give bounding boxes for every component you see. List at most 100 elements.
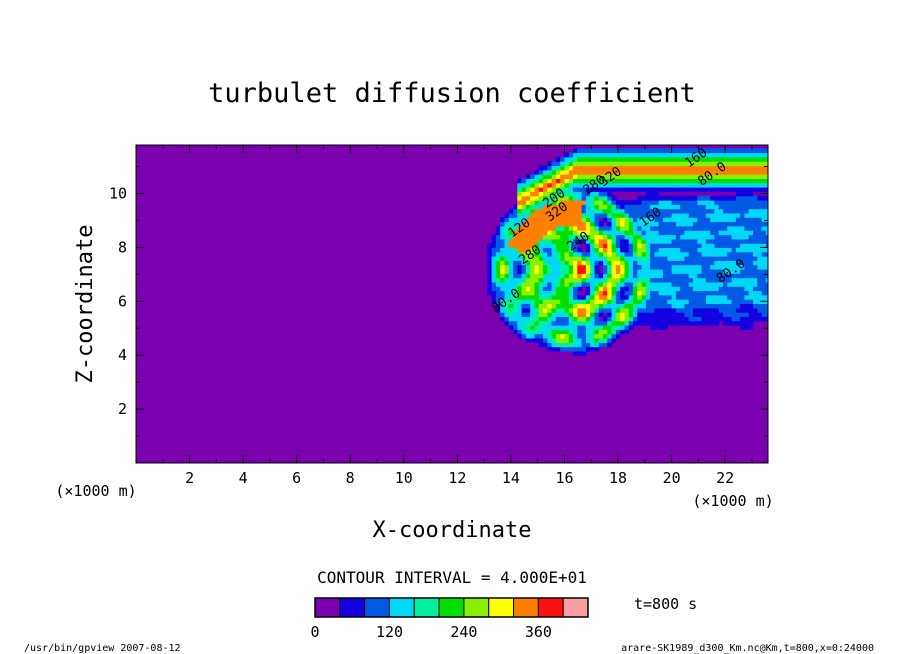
field-cell: [710, 225, 716, 231]
field-cell: [624, 161, 630, 167]
field-cell: [731, 204, 737, 210]
field-cell: [735, 316, 741, 322]
field-cell: [753, 286, 758, 292]
field-cell: [590, 269, 596, 274]
field-cell: [525, 256, 531, 261]
field-cell: [684, 187, 690, 192]
field-cell: [748, 156, 754, 162]
field-cell: [513, 230, 518, 236]
field-cell: [735, 294, 741, 300]
field-cell: [551, 260, 557, 266]
field-cell: [603, 243, 608, 248]
field-cell: [530, 286, 536, 292]
field-cell: [645, 247, 651, 253]
field-cell: [620, 307, 626, 313]
field-cell: [508, 221, 514, 227]
field-cell: [667, 217, 673, 223]
field-cell: [585, 161, 591, 167]
field-cell: [513, 286, 518, 292]
field-cell: [560, 286, 566, 292]
field-cell: [517, 256, 523, 261]
field-cell: [684, 221, 690, 227]
field-cell: [598, 156, 604, 162]
field-cell: [551, 316, 557, 322]
field-cell: [577, 195, 583, 201]
field-cell: [620, 234, 626, 240]
field-cell: [607, 260, 613, 266]
field-cell: [714, 187, 720, 192]
field-cell: [521, 225, 527, 231]
field-cell: [611, 195, 617, 201]
field-cell: [757, 225, 763, 231]
field-cell: [718, 225, 724, 231]
field-cell: [581, 182, 587, 188]
field-cell: [534, 191, 540, 197]
field-cell: [594, 191, 600, 197]
field-cell: [594, 204, 600, 210]
field-cell: [538, 247, 544, 253]
field-cell: [620, 169, 626, 175]
field-cell: [590, 277, 596, 283]
field-cell: [650, 281, 656, 287]
field-cell: [564, 307, 570, 313]
field-cell: [740, 238, 745, 244]
field-cell: [650, 200, 656, 205]
field-cell: [594, 294, 600, 300]
field-cell: [705, 273, 711, 279]
field-cell: [594, 217, 600, 223]
field-cell: [620, 273, 626, 279]
field-cell: [663, 182, 668, 188]
field-cell: [607, 217, 613, 223]
field-cell: [611, 174, 617, 179]
field-cell: [607, 312, 613, 317]
field-cell: [517, 200, 523, 205]
field-cell: [761, 225, 767, 231]
field-cell: [765, 221, 768, 227]
field-cell: [491, 238, 497, 244]
field-cell: [663, 281, 668, 287]
field-cell: [521, 307, 527, 313]
field-cell: [551, 191, 557, 197]
field-cell: [701, 286, 707, 292]
field-cell: [513, 251, 518, 257]
field-cell: [744, 273, 750, 279]
field-cell: [491, 256, 497, 261]
field-cell: [547, 251, 553, 257]
field-cell: [705, 212, 711, 218]
field-cell: [547, 294, 553, 300]
field-cell: [568, 200, 574, 205]
field-cell: [723, 264, 728, 270]
field-cell: [590, 329, 596, 335]
field-cell: [577, 221, 583, 227]
field-cell: [740, 247, 745, 253]
field-cell: [693, 195, 698, 201]
field-cell: [671, 208, 677, 214]
field-cell: [697, 256, 703, 261]
field-cell: [543, 277, 548, 283]
field-cell: [594, 200, 600, 205]
field-cell: [705, 200, 711, 205]
field-cell: [577, 234, 583, 240]
colorbar-tick-label: 0: [310, 623, 319, 641]
field-cell: [504, 264, 510, 270]
field-cell: [650, 277, 656, 283]
field-cell: [573, 303, 578, 309]
field-cell: [663, 286, 668, 292]
field-cell: [530, 247, 536, 253]
field-cell: [594, 148, 600, 154]
field-cell: [534, 225, 540, 231]
field-cell: [705, 320, 711, 326]
field-cell: [573, 243, 578, 248]
field-cell: [697, 264, 703, 270]
field-cell: [603, 299, 608, 304]
field-cell: [735, 182, 741, 188]
field-cell: [585, 200, 591, 205]
field-cell: [723, 316, 728, 322]
field-cell: [663, 169, 668, 175]
field-cell: [547, 174, 553, 179]
field-cell: [744, 212, 750, 218]
field-cell: [727, 277, 733, 283]
field-cell: [637, 152, 643, 158]
field-cell: [598, 165, 604, 171]
field-cell: [538, 299, 544, 304]
